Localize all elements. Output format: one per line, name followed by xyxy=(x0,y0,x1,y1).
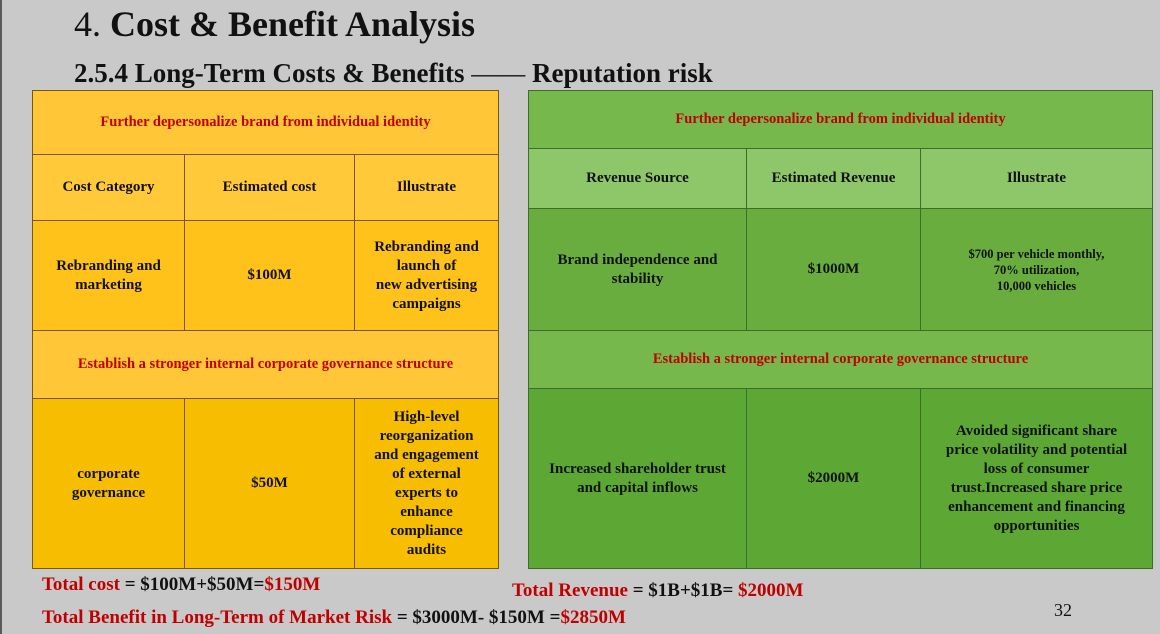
total-cost-label: Total cost xyxy=(42,574,120,595)
cost-header-estimated: Estimated cost xyxy=(184,154,355,221)
cost-row2-illustrate: High-level reorganization and engagement of… xyxy=(354,398,499,569)
revenue-row1-value: $1000M xyxy=(746,208,921,331)
title-text: Cost & Benefit Analysis xyxy=(110,4,476,44)
total-cost-line: Total cost = $100M+$50M=$150M xyxy=(42,574,320,596)
total-benefit-expression: = $3000M- $150M = xyxy=(392,607,561,628)
cost-table: Further depersonalize brand from individ… xyxy=(32,90,499,569)
total-benefit-line: Total Benefit in Long-Term of Market Ris… xyxy=(42,607,626,629)
total-benefit-label: Total Benefit in Long-Term of Market Ris… xyxy=(42,607,393,628)
page-number: 32 xyxy=(1054,600,1072,620)
total-revenue-line: Total Revenue = $1B+$1B= $2000M xyxy=(512,580,803,602)
revenue-header-illustrate: Illustrate xyxy=(920,148,1153,209)
total-cost-value: $150M xyxy=(264,574,321,595)
cost-header-illustrate: Illustrate xyxy=(354,154,499,221)
revenue-section-governance: Establish a stronger internal corporate … xyxy=(528,330,1153,389)
revenue-row2-illustrate: Avoided significant share price volatilit… xyxy=(920,388,1153,569)
revenue-row2-value: $2000M xyxy=(746,388,921,569)
revenue-section-depersonalize: Further depersonalize brand from individ… xyxy=(528,90,1153,149)
revenue-row1-illustrate: $700 per vehicle monthly, 70% utilization… xyxy=(920,208,1153,331)
slide-subtitle: 2.5.4 Long-Term Costs & Benefits —— Repu… xyxy=(74,56,713,90)
total-benefit-value: $2850M xyxy=(560,607,626,628)
revenue-row1-source: Brand independence and stability xyxy=(528,208,747,331)
cost-row1-category: Rebranding and marketing xyxy=(32,220,185,331)
revenue-table: Further depersonalize brand from individ… xyxy=(528,90,1153,569)
title-number: 4. xyxy=(74,4,101,44)
total-revenue-value: $2000M xyxy=(738,580,804,601)
cost-row2-value: $50M xyxy=(184,398,355,569)
cost-section-governance: Establish a stronger internal corporate … xyxy=(32,330,499,399)
cost-row2-category: corporate governance xyxy=(32,398,185,569)
subtitle-dash: —— xyxy=(471,58,526,88)
cost-section-depersonalize: Further depersonalize brand from individ… xyxy=(32,90,499,155)
subtitle-left: 2.5.4 Long-Term Costs & Benefits xyxy=(74,58,465,88)
subtitle-right: Reputation risk xyxy=(532,58,713,88)
slide-title: 4. Cost & Benefit Analysis xyxy=(74,2,475,46)
total-revenue-expression: = $1B+$1B= xyxy=(627,580,739,601)
cost-row1-value: $100M xyxy=(184,220,355,331)
cost-header-category: Cost Category xyxy=(32,154,185,221)
revenue-header-estimated: Estimated Revenue xyxy=(746,148,921,209)
total-cost-expression: = $100M+$50M= xyxy=(119,574,265,595)
revenue-row2-source: Increased shareholder trust and capital i… xyxy=(528,388,747,569)
total-revenue-label: Total Revenue xyxy=(512,580,628,601)
cost-row1-illustrate: Rebranding and launch of new advertising ca… xyxy=(354,220,499,331)
slide-left-edge xyxy=(0,0,2,634)
revenue-header-source: Revenue Source xyxy=(528,148,747,209)
